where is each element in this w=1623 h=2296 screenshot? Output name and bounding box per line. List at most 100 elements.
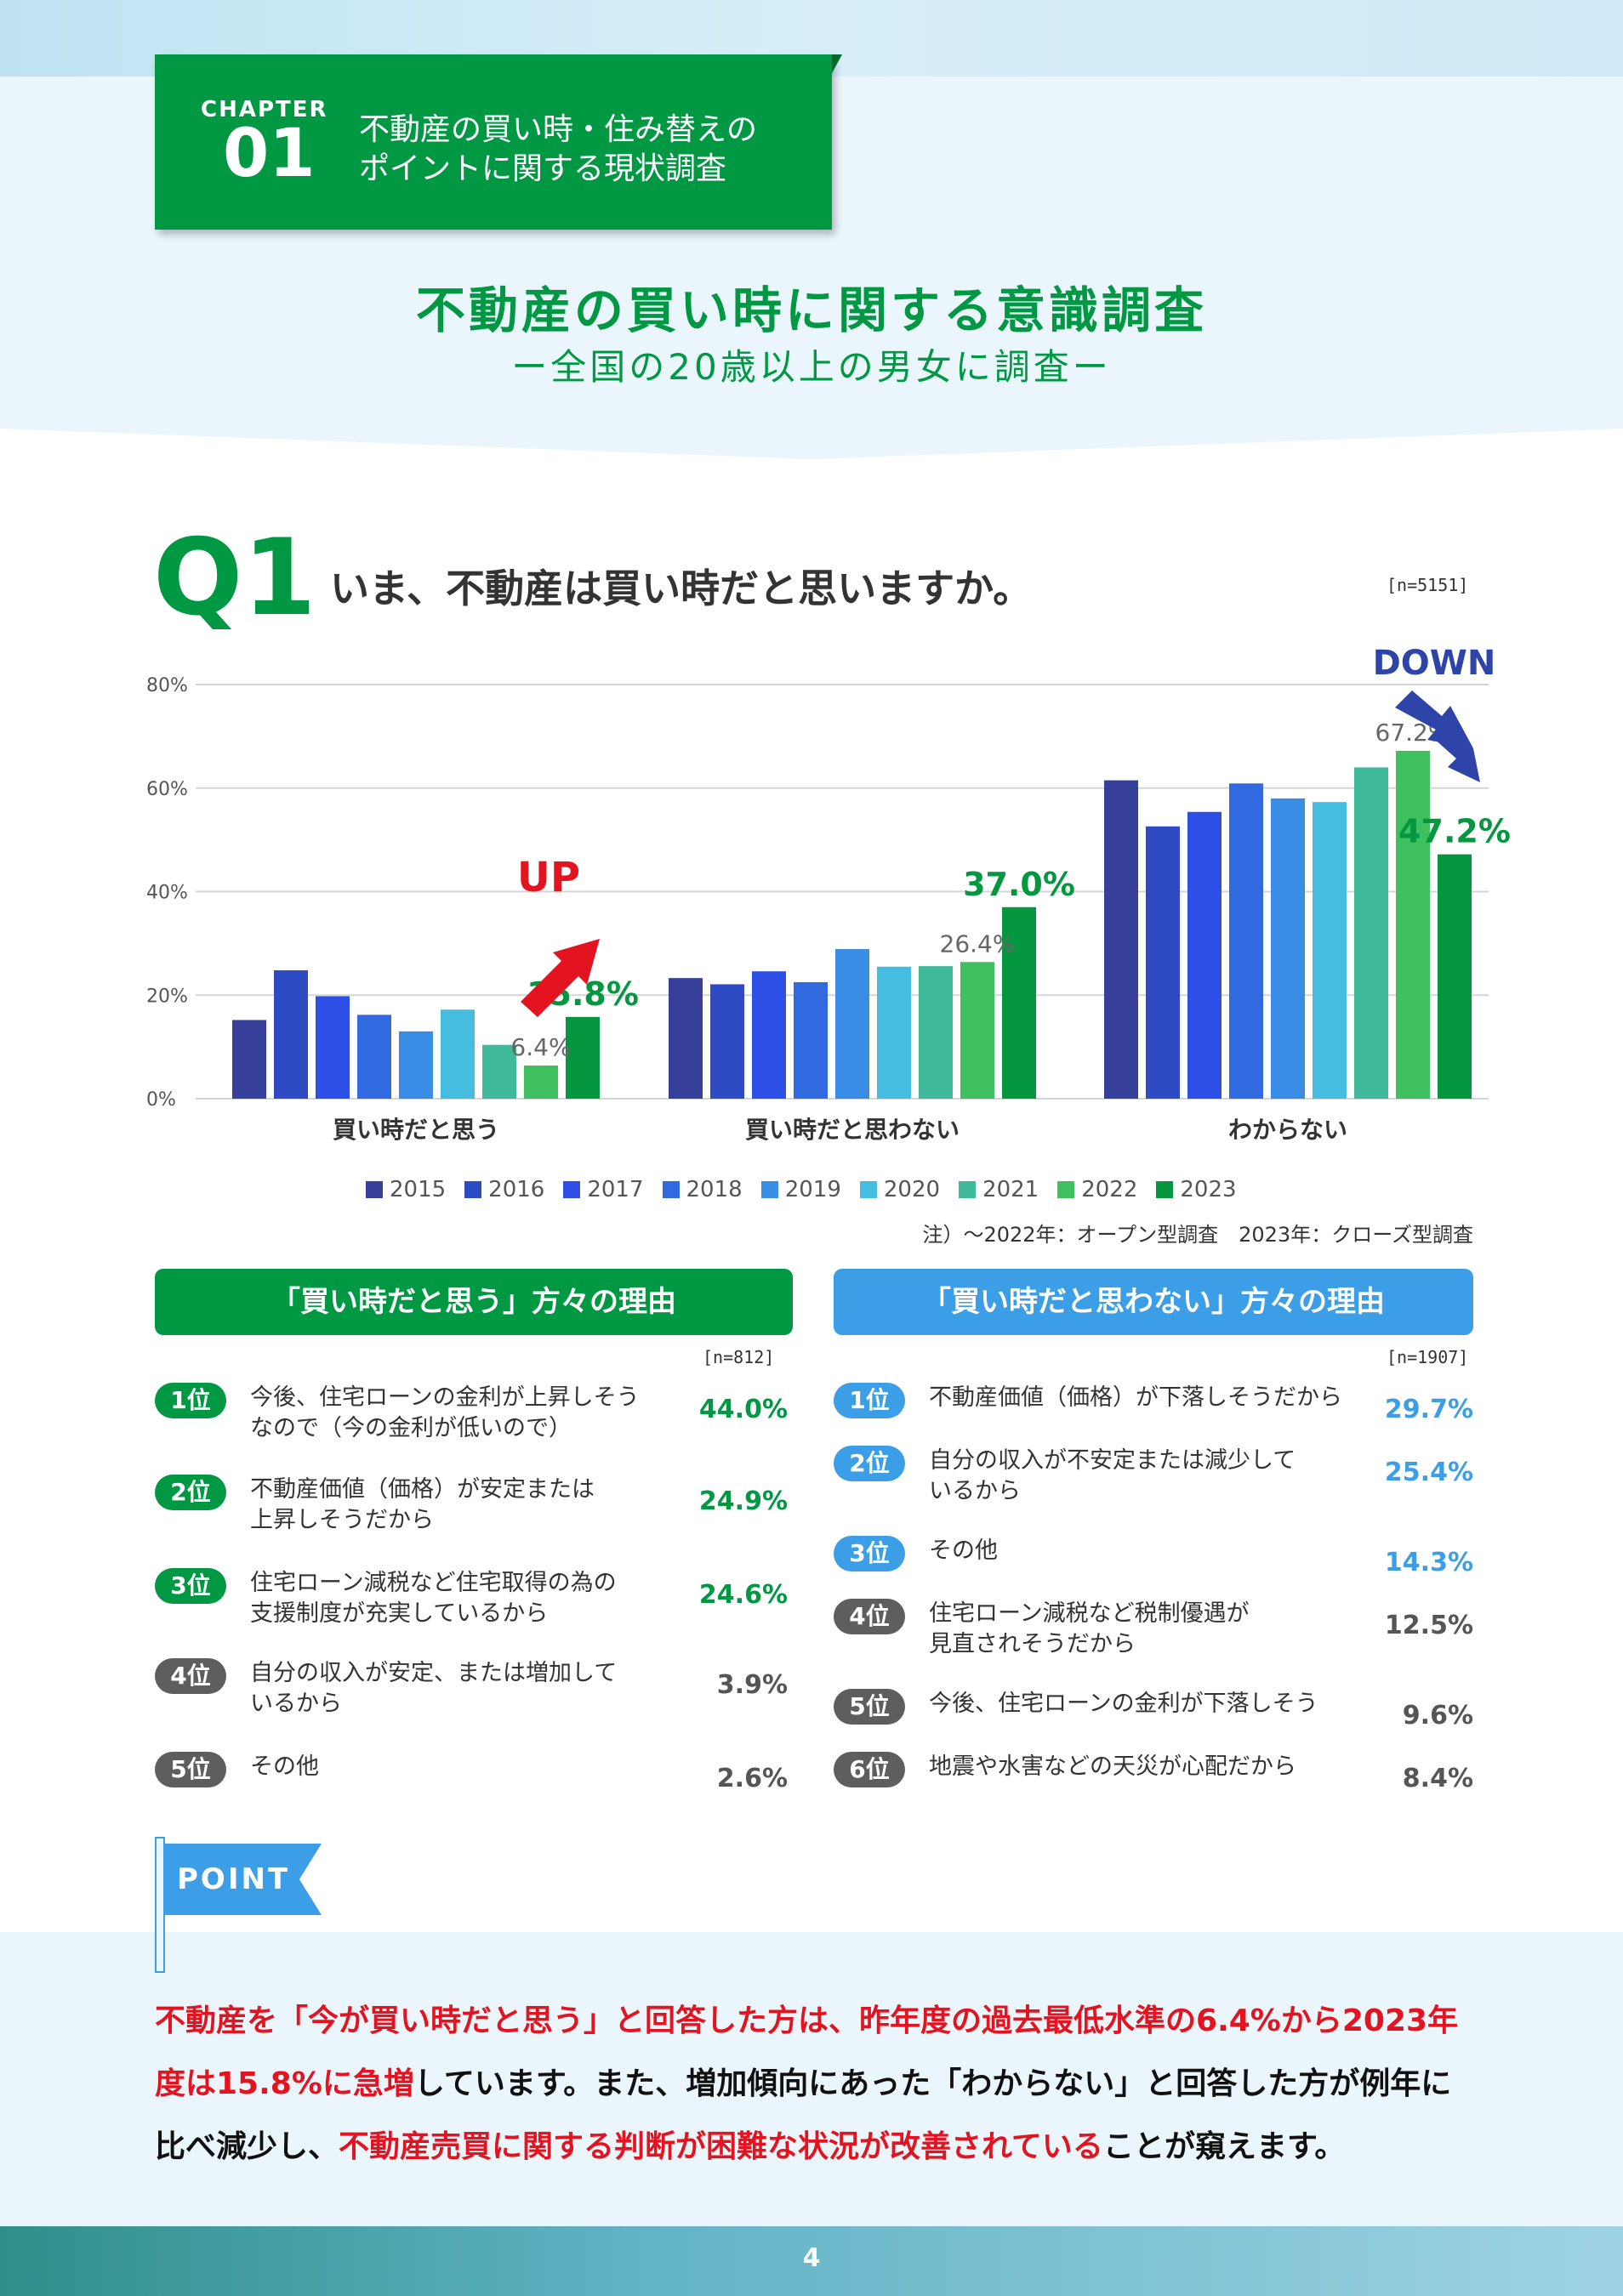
down-label: DOWN — [1373, 644, 1496, 683]
reason-text: その他 — [250, 1753, 319, 1780]
rank-badge: 3位 — [155, 1568, 226, 1604]
bar — [524, 1066, 558, 1099]
reason-text: 自分の収入が安定、または増加して いるから — [250, 1660, 618, 1717]
footer-band — [0, 2226, 1623, 2296]
chapter-title-line1: 不動産の買い時・住み替えの — [359, 112, 758, 147]
legend-swatch — [1156, 1181, 1174, 1198]
bar — [794, 982, 828, 1099]
reason-row: 2位 自分の収入が不安定または減少して いるから 25.4% — [834, 1446, 1473, 1514]
reason-row: 3位 住宅ローン減税など住宅取得の為の 支援制度が充実しているから 24.6% — [155, 1568, 788, 1636]
up-label: UP — [517, 854, 580, 901]
bar — [835, 949, 869, 1099]
bar — [399, 1031, 433, 1099]
legend-swatch — [464, 1181, 482, 1198]
legend-swatch — [760, 1181, 778, 1198]
legend-item: 2016 — [464, 1177, 544, 1202]
point-background — [0, 1932, 1623, 2226]
point-text-highlight-2: 不動産売買に関する判断が困難な状況が改善されている — [339, 2129, 1103, 2164]
reason-row: 2位 不動産価値（価格）が安定または 上昇しそうだから 24.9% — [155, 1475, 788, 1543]
reason-text: 不動産価値（価格）が下落しそうだから — [929, 1384, 1342, 1411]
legend-label: 2022 — [1081, 1177, 1138, 1202]
legend-label: 2016 — [488, 1177, 545, 1202]
reason-row: 4位 自分の収入が安定、または増加して いるから 3.9% — [155, 1658, 788, 1726]
x-category-label: 買い時だと思わない — [745, 1116, 960, 1144]
legend-label: 2023 — [1180, 1177, 1237, 1202]
legend-item: 2017 — [563, 1177, 644, 1202]
rank-badge: 5位 — [155, 1752, 226, 1787]
bar-chart: 0%20%40%60%80%買い時だと思う 買い時だと思わない わからない6.4%1… — [146, 644, 1511, 1144]
reason-text: 自分の収入が不安定または減少して いるから — [929, 1447, 1296, 1504]
reason-text: 地震や水害などの天災が心配だから — [929, 1753, 1296, 1780]
legend-swatch — [859, 1181, 877, 1198]
reason-percentage: 14.3% — [1384, 1548, 1473, 1577]
reasons-no-header: 「買い時だと思わない」方々の理由 — [834, 1269, 1473, 1335]
y-tick-label: 40% — [146, 883, 188, 904]
data-label: 26.4% — [940, 929, 1016, 958]
legend-label: 2018 — [686, 1177, 743, 1202]
reason-row: 1位 不動産価値（価格）が下落しそうだから 29.7% — [834, 1383, 1473, 1451]
legend-item: 2015 — [366, 1177, 446, 1202]
reason-row: 5位 今後、住宅ローンの金利が下落しそう 9.6% — [834, 1689, 1473, 1757]
legend-swatch — [366, 1181, 383, 1198]
bar — [1396, 750, 1430, 1099]
rank-badge: 1位 — [834, 1383, 905, 1418]
bar — [232, 1020, 266, 1099]
chart-legend: 2015 2016 2017 2018 2019 2020 2021 2022 2023 — [366, 1175, 1237, 1204]
down-arrow-head-icon — [1433, 738, 1480, 782]
reason-percentage: 24.9% — [698, 1486, 788, 1516]
bar — [1187, 811, 1222, 1099]
legend-item: 2018 — [662, 1177, 743, 1202]
rank-badge: 4位 — [834, 1599, 905, 1634]
data-label: 47.2% — [1398, 813, 1511, 850]
reason-row: 4位 住宅ローン減税など税制優遇が 見直されそうだから 12.5% — [834, 1599, 1473, 1667]
reason-percentage: 3.9% — [716, 1670, 788, 1700]
rank-badge: 5位 — [834, 1689, 905, 1725]
chapter-title-line2: ポイントに関する現状調査 — [359, 151, 727, 186]
up-arrow-icon — [521, 939, 600, 1017]
bar — [669, 978, 703, 1099]
legend-item: 2021 — [959, 1177, 1039, 1202]
legend-item: 2023 — [1156, 1177, 1237, 1202]
bar — [566, 1016, 600, 1099]
bar — [877, 966, 911, 1099]
legend-item: 2019 — [760, 1177, 841, 1202]
bar — [919, 966, 953, 1099]
legend-label: 2019 — [784, 1177, 841, 1202]
chapter-number: 01 — [223, 116, 316, 192]
bar — [482, 1044, 516, 1099]
reason-text: 住宅ローン減税など税制優遇が 見直されそうだから — [929, 1600, 1250, 1657]
reason-text: 今後、住宅ローンの金利が上昇しそう なので（今の金利が低いので） — [250, 1384, 640, 1441]
survey-title: 不動産の買い時に関する意識調査 — [415, 281, 1207, 339]
reason-percentage: 12.5% — [1384, 1611, 1473, 1640]
question-sample-size: [n=5151] — [1387, 575, 1469, 595]
bar — [710, 984, 744, 1099]
rank-badge: 6位 — [834, 1752, 905, 1787]
bar — [441, 1009, 475, 1099]
chart-note: 注）〜2022年：オープン型調査 2023年：クローズ型調査 — [922, 1223, 1473, 1247]
legend-item: 2020 — [859, 1177, 940, 1202]
x-category-label: 買い時だと思う — [333, 1116, 499, 1144]
bar — [274, 970, 308, 1099]
chapter-fold — [832, 54, 842, 73]
bar — [1104, 780, 1138, 1099]
y-tick-label: 20% — [146, 986, 188, 1007]
reasons-yes-header: 「買い時だと思う」方々の理由 — [155, 1269, 793, 1335]
question-text: いま、不動産は買い時だと思いますか。 — [330, 565, 1033, 611]
reason-percentage: 44.0% — [698, 1395, 788, 1424]
reasons-no-sample-size: [n=1907] — [1387, 1347, 1469, 1367]
legend-swatch — [1057, 1181, 1075, 1198]
survey-subtitle: ー全国の20歳以上の男女に調査ー — [511, 346, 1112, 388]
point-text: 不動産を「今が買い時だと思う」と回答した方は、昨年度の過去最低水準の6.4%から… — [155, 1990, 1473, 2179]
data-label: 6.4% — [510, 1033, 571, 1061]
chapter-label: CHAPTER — [201, 97, 328, 122]
y-tick-label: 80% — [146, 675, 188, 696]
point-text-highlight-1: 不動産を「今が買い時だと思う」と回答した方は、昨年度の過去最低水準の6.4%から… — [155, 2003, 1459, 2101]
question-label: Q1 — [153, 517, 316, 639]
legend-item: 2022 — [1057, 1177, 1137, 1202]
rank-badge: 1位 — [155, 1383, 226, 1418]
y-tick-label: 60% — [146, 779, 188, 800]
reason-row: 3位 その他 14.3% — [834, 1536, 1473, 1604]
reason-text: その他 — [929, 1537, 998, 1564]
page-number: 4 — [802, 2243, 821, 2273]
bar — [752, 971, 786, 1099]
